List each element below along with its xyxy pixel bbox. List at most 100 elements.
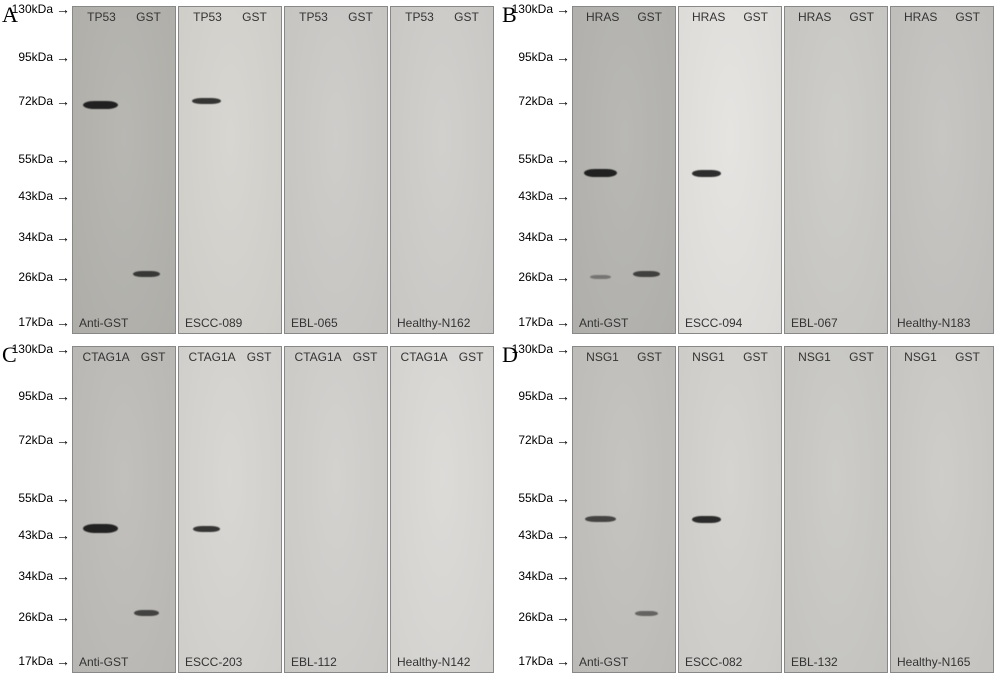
blots-row: CTAG1AGSTAnti-GSTCTAG1AGSTESCC-203CTAG1A… bbox=[72, 340, 500, 679]
lane-labels: TP53 GST bbox=[391, 10, 493, 24]
ladder-marker: 130kDa→ bbox=[512, 342, 570, 356]
ladder-marker: 72kDa→ bbox=[18, 94, 70, 108]
western-blot-figure: A130kDa→95kDa→72kDa→55kDa→43kDa→34kDa→26… bbox=[0, 0, 1000, 679]
lane-label-protein: HRAS bbox=[904, 10, 937, 24]
lane-label-control: GST bbox=[743, 350, 768, 364]
marker-label: 34kDa bbox=[18, 569, 53, 583]
sample-label: ESCC-203 bbox=[185, 655, 242, 669]
lane-label-protein: TP53 bbox=[405, 10, 434, 24]
lane-label-control: GST bbox=[247, 350, 272, 364]
protein-band bbox=[692, 516, 721, 523]
blot-membrane: TP53 GST EBL-065 bbox=[284, 6, 388, 334]
lane-label-protein: CTAG1A bbox=[189, 350, 236, 364]
protein-band bbox=[134, 610, 158, 616]
arrow-icon: → bbox=[556, 50, 570, 64]
marker-label: 72kDa bbox=[18, 94, 53, 108]
ladder-marker: 34kDa→ bbox=[18, 230, 70, 244]
marker-label: 26kDa bbox=[18, 270, 53, 284]
lane-label-protein: HRAS bbox=[692, 10, 725, 24]
panel-letter: C bbox=[2, 342, 17, 368]
arrow-icon: → bbox=[56, 342, 70, 356]
lane-label-control: GST bbox=[849, 350, 874, 364]
ladder-marker: 34kDa→ bbox=[18, 569, 70, 583]
ladder-marker: 34kDa→ bbox=[518, 230, 570, 244]
ladder-marker: 26kDa→ bbox=[518, 610, 570, 624]
blot-membrane: HRAS GST ESCC-094 bbox=[678, 6, 782, 334]
lane-labels: NSG1GST bbox=[679, 350, 781, 364]
lane-labels: TP53 GST bbox=[285, 10, 387, 24]
lane-labels: NSG1GST bbox=[573, 350, 675, 364]
sample-label: ESCC-094 bbox=[685, 316, 742, 330]
sample-label: Anti-GST bbox=[79, 655, 128, 669]
protein-band bbox=[133, 271, 160, 277]
arrow-icon: → bbox=[556, 94, 570, 108]
arrow-icon: → bbox=[56, 315, 70, 329]
panel-letter: B bbox=[502, 2, 517, 28]
lane-label-control: GST bbox=[348, 10, 373, 24]
ladder-marker: 95kDa→ bbox=[18, 50, 70, 64]
marker-label: 26kDa bbox=[518, 270, 553, 284]
marker-label: 17kDa bbox=[18, 315, 53, 329]
marker-label: 72kDa bbox=[518, 94, 553, 108]
blot-membrane: NSG1GSTESCC-082 bbox=[678, 346, 782, 674]
lane-label-control: GST bbox=[637, 10, 662, 24]
lane-label-control: GST bbox=[743, 10, 768, 24]
marker-label: 130kDa bbox=[512, 2, 553, 16]
lane-labels: NSG1GST bbox=[891, 350, 993, 364]
ladder-marker: 55kDa→ bbox=[518, 152, 570, 166]
protein-band bbox=[83, 101, 118, 109]
panel-letter: D bbox=[502, 342, 518, 368]
marker-label: 55kDa bbox=[18, 491, 53, 505]
marker-label: 34kDa bbox=[518, 230, 553, 244]
ladder-marker: 130kDa→ bbox=[12, 2, 70, 16]
arrow-icon: → bbox=[56, 152, 70, 166]
lane-label-protein: TP53 bbox=[299, 10, 328, 24]
protein-band bbox=[83, 524, 118, 533]
arrow-icon: → bbox=[556, 230, 570, 244]
protein-band bbox=[585, 516, 616, 522]
lane-label-control: GST bbox=[454, 10, 479, 24]
protein-band bbox=[692, 170, 721, 177]
lane-labels: CTAG1AGST bbox=[73, 350, 175, 364]
ladder-marker: 95kDa→ bbox=[518, 389, 570, 403]
blot-membrane: NSG1GSTEBL-132 bbox=[784, 346, 888, 674]
blot-membrane: CTAG1AGSTEBL-112 bbox=[284, 346, 388, 674]
lane-labels: TP53GST bbox=[73, 10, 175, 24]
ladder-marker: 17kDa→ bbox=[518, 654, 570, 668]
arrow-icon: → bbox=[556, 491, 570, 505]
panel-letter: A bbox=[2, 2, 18, 28]
lane-labels: CTAG1AGST bbox=[391, 350, 493, 364]
protein-band bbox=[635, 611, 657, 616]
marker-label: 17kDa bbox=[518, 315, 553, 329]
blot-membrane: TP53GSTHealthy-N162 bbox=[390, 6, 494, 334]
arrow-icon: → bbox=[556, 189, 570, 203]
arrow-icon: → bbox=[556, 342, 570, 356]
protein-band bbox=[584, 169, 617, 177]
blot-membrane: TP53GSTESCC-089 bbox=[178, 6, 282, 334]
blot-membrane: NSG1GSTHealthy-N165 bbox=[890, 346, 994, 674]
arrow-icon: → bbox=[556, 389, 570, 403]
blot-membrane: HRASGSTEBL-067 bbox=[784, 6, 888, 334]
lane-labels: NSG1GST bbox=[785, 350, 887, 364]
lane-labels: CTAG1AGST bbox=[285, 350, 387, 364]
ladder-marker: 43kDa→ bbox=[518, 189, 570, 203]
protein-band bbox=[633, 271, 660, 277]
lane-label-protein: CTAG1A bbox=[83, 350, 130, 364]
marker-label: 43kDa bbox=[18, 528, 53, 542]
marker-label: 26kDa bbox=[518, 610, 553, 624]
arrow-icon: → bbox=[56, 491, 70, 505]
ladder-marker: 17kDa→ bbox=[18, 654, 70, 668]
lane-label-control: GST bbox=[955, 350, 980, 364]
blot-membrane: CTAG1A GST ESCC-203 bbox=[178, 346, 282, 674]
sample-label: EBL-065 bbox=[291, 316, 338, 330]
marker-label: 72kDa bbox=[518, 433, 553, 447]
lane-labels: CTAG1A GST bbox=[179, 350, 281, 364]
lane-labels: HRASGST bbox=[785, 10, 887, 24]
ladder-marker: 72kDa→ bbox=[518, 433, 570, 447]
arrow-icon: → bbox=[556, 315, 570, 329]
arrow-icon: → bbox=[556, 528, 570, 542]
sample-label: Anti-GST bbox=[579, 316, 628, 330]
lane-label-protein: TP53 bbox=[87, 10, 116, 24]
marker-label: 95kDa bbox=[18, 50, 53, 64]
lane-label-protein: CTAG1A bbox=[295, 350, 342, 364]
